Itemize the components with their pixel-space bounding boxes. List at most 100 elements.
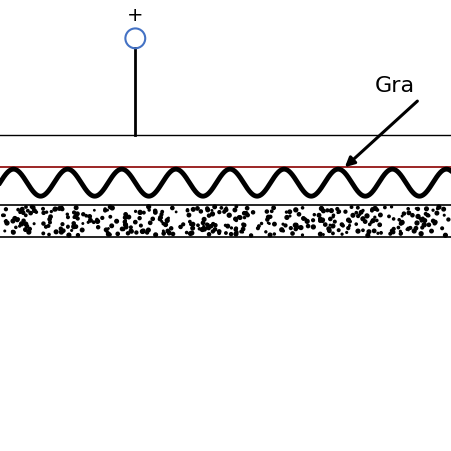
Point: [124, 230, 132, 237]
Point: [203, 224, 210, 231]
Point: [122, 223, 129, 230]
Point: [243, 210, 250, 217]
Point: [271, 230, 278, 238]
Point: [335, 226, 342, 234]
Point: [310, 223, 317, 230]
Point: [60, 227, 67, 235]
Point: [143, 229, 151, 236]
Point: [400, 210, 408, 217]
Point: [222, 222, 229, 229]
Point: [334, 209, 341, 216]
Point: [441, 212, 448, 219]
Point: [326, 227, 333, 235]
Point: [398, 219, 405, 226]
Point: [179, 221, 187, 228]
Point: [216, 208, 223, 216]
Point: [405, 209, 413, 216]
Point: [31, 207, 38, 214]
Point: [23, 203, 30, 211]
Point: [74, 231, 82, 239]
Point: [205, 225, 212, 232]
Point: [160, 230, 167, 237]
Point: [339, 222, 346, 229]
Point: [125, 213, 133, 221]
Point: [186, 218, 193, 226]
Point: [359, 215, 367, 222]
Point: [315, 212, 322, 219]
Point: [372, 205, 379, 212]
Point: [309, 216, 317, 224]
Point: [345, 225, 352, 232]
Point: [11, 215, 18, 222]
Point: [429, 207, 437, 214]
Point: [31, 220, 38, 227]
Point: [418, 217, 425, 224]
Point: [91, 207, 98, 214]
Point: [3, 219, 10, 226]
Point: [218, 204, 225, 212]
Point: [121, 214, 129, 221]
Point: [184, 207, 191, 214]
Point: [231, 207, 239, 214]
Point: [371, 205, 378, 212]
Point: [433, 210, 441, 217]
Point: [33, 208, 40, 216]
Point: [289, 230, 296, 237]
Point: [405, 205, 412, 212]
Point: [199, 219, 207, 226]
Point: [287, 225, 295, 232]
Point: [398, 230, 405, 237]
Point: [369, 217, 377, 224]
Point: [403, 226, 410, 233]
Point: [425, 212, 433, 219]
Point: [292, 206, 299, 213]
Point: [325, 225, 332, 232]
Point: [432, 219, 439, 226]
Point: [414, 219, 421, 226]
Point: [56, 205, 63, 212]
Point: [376, 221, 383, 228]
Point: [365, 228, 373, 235]
Point: [199, 226, 206, 233]
Point: [59, 206, 66, 213]
Point: [267, 213, 274, 221]
Point: [121, 218, 129, 226]
Point: [145, 203, 152, 210]
Point: [212, 221, 219, 229]
Point: [160, 220, 167, 227]
Point: [366, 221, 373, 228]
Point: [258, 220, 265, 227]
Point: [18, 206, 26, 213]
Point: [440, 206, 447, 213]
Point: [72, 213, 79, 220]
Point: [233, 203, 240, 210]
Point: [397, 230, 404, 237]
Point: [28, 203, 35, 211]
Point: [226, 212, 233, 219]
Point: [368, 218, 375, 226]
Point: [68, 227, 75, 234]
Point: [373, 217, 380, 224]
Point: [201, 216, 208, 223]
Point: [232, 230, 239, 238]
Point: [268, 207, 276, 215]
Point: [304, 222, 312, 230]
Point: [419, 215, 426, 222]
Point: [26, 226, 33, 233]
Point: [27, 209, 34, 216]
Point: [300, 215, 307, 222]
Point: [80, 211, 87, 218]
Point: [283, 214, 290, 221]
Text: Gra: Gra: [374, 76, 414, 96]
Point: [388, 227, 396, 235]
Point: [64, 223, 71, 230]
Point: [381, 204, 388, 211]
Point: [354, 212, 362, 220]
Point: [267, 231, 274, 239]
Point: [194, 221, 202, 229]
Point: [25, 229, 32, 236]
Point: [194, 205, 201, 212]
Point: [70, 209, 78, 216]
Point: [412, 225, 419, 232]
Point: [133, 229, 140, 236]
